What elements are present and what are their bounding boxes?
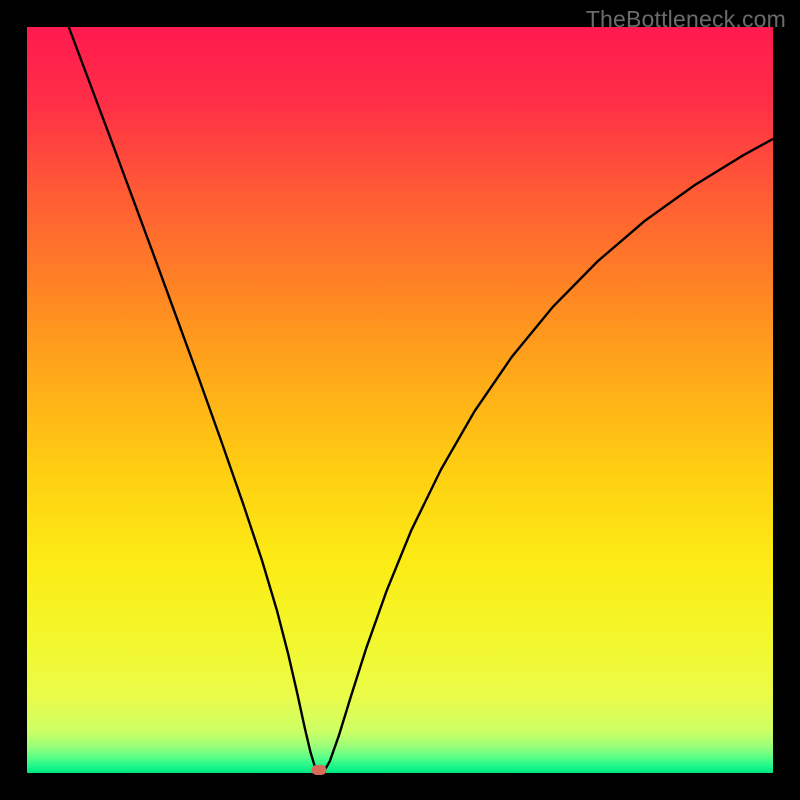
optimal-point-marker — [312, 765, 327, 775]
bottleneck-curve — [27, 27, 773, 773]
plot-area — [27, 27, 773, 773]
bottleneck-chart: TheBottleneck.com — [0, 0, 800, 800]
watermark-text: TheBottleneck.com — [586, 6, 786, 33]
